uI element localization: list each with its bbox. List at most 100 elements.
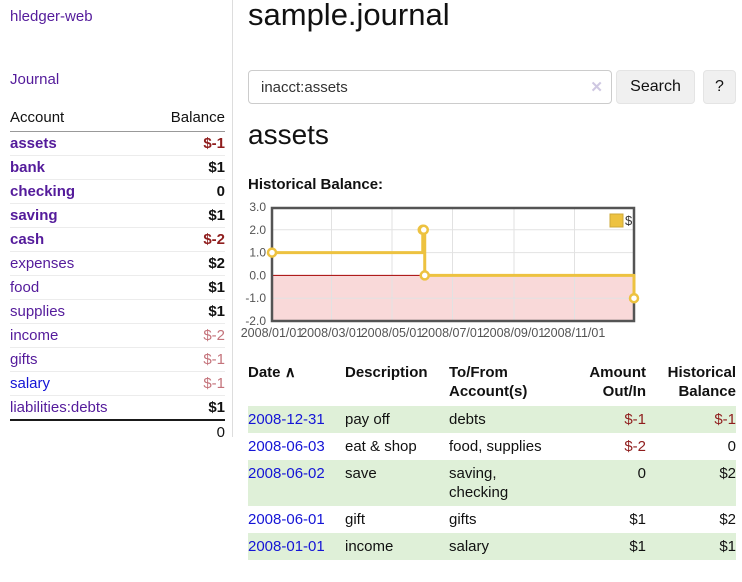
transaction-date-link[interactable]: 2008-01-01 — [248, 538, 325, 555]
transaction-accounts: gifts — [449, 511, 477, 528]
sidebar: hledger-web Journal Account Balance asse… — [0, 0, 233, 444]
transaction-amount: $-1 — [624, 411, 646, 428]
transaction-accounts: food, supplies — [449, 438, 542, 455]
transaction-description: pay off — [345, 411, 390, 428]
transaction-date-link[interactable]: 2008-12-31 — [248, 411, 325, 428]
transaction-balance: $1 — [719, 538, 736, 555]
account-link-food[interactable]: food — [10, 279, 40, 296]
accounts-header-account: Account — [10, 106, 149, 132]
account-link-bank[interactable]: bank — [10, 159, 46, 176]
account-link-income[interactable]: income — [10, 327, 59, 344]
register-header-description: Description — [345, 364, 428, 381]
transaction-amount: 0 — [637, 465, 646, 482]
account-row: supplies $1 — [10, 299, 225, 324]
svg-text:2008/07/01: 2008/07/01 — [421, 326, 484, 340]
account-balance: $1 — [148, 203, 225, 228]
svg-text:2008/05/01: 2008/05/01 — [361, 326, 424, 340]
sort-ascending-icon: ∧ — [284, 364, 296, 381]
account-name-cell: assets — [10, 132, 148, 156]
register-header-date-label: Date — [248, 364, 281, 381]
account-name-cell: bank — [10, 155, 149, 180]
register-header-date[interactable]: Date ∧ — [248, 361, 345, 406]
transaction-balance: $-1 — [714, 411, 736, 428]
account-link-liabilities-debts[interactable]: liabilities:debts — [10, 399, 108, 416]
transaction-description: save — [345, 465, 377, 482]
account-balance: $2 — [148, 251, 225, 276]
transaction-date-link[interactable]: 2008-06-02 — [248, 465, 325, 482]
register-table-body: 2008-12-31 pay off debts $-1 $-1 2008-06-03 ea… — [248, 406, 736, 560]
brand-link[interactable]: hledger-web — [10, 8, 93, 25]
svg-text:$: $ — [625, 213, 633, 228]
search-box: ✕ — [248, 70, 612, 104]
transaction-description: eat & shop — [345, 438, 417, 455]
account-link-supplies[interactable]: supplies — [10, 303, 66, 320]
transaction-date-link[interactable]: 2008-06-01 — [248, 511, 325, 528]
account-link-cash[interactable]: cash — [10, 231, 45, 248]
transaction-balance: $2 — [719, 511, 736, 528]
account-row: salary $-1 — [10, 371, 225, 396]
svg-text:1.0: 1.0 — [249, 246, 266, 260]
accounts-table-body: assets $-1 bank $1 checking 0 saving $1 cash $-2 e… — [10, 132, 225, 420]
account-row: expenses $2 — [10, 251, 225, 276]
chart-title: Historical Balance: — [248, 176, 384, 193]
transaction-date-cell: 2008-06-01 — [248, 506, 345, 533]
account-link-saving[interactable]: saving — [10, 207, 58, 224]
transaction-date-link[interactable]: 2008-06-03 — [248, 438, 325, 455]
account-link-salary[interactable]: salary — [10, 375, 51, 392]
account-row: food $1 — [10, 275, 225, 300]
transaction-date-cell: 2008-12-31 — [248, 406, 345, 433]
transaction-description: income — [345, 538, 394, 555]
account-link-expenses[interactable]: expenses — [10, 255, 75, 272]
account-balance: $-1 — [148, 371, 225, 396]
account-balance: $1 — [148, 155, 225, 180]
search-button[interactable]: Search — [616, 70, 695, 104]
account-balance: 0 — [148, 179, 225, 204]
account-balance: $-2 — [148, 227, 225, 252]
transaction-row: 2008-06-02 save saving, checking 0 $2 — [248, 460, 736, 506]
svg-text:3.0: 3.0 — [249, 200, 266, 214]
clear-search-icon[interactable]: ✕ — [590, 79, 603, 96]
account-balance: $-2 — [148, 323, 225, 348]
transaction-date-cell: 2008-06-03 — [248, 433, 345, 460]
account-row: liabilities:debts $1 — [10, 395, 225, 420]
account-name-cell: gifts — [10, 347, 149, 372]
svg-text:2008/03/01: 2008/03/01 — [300, 326, 363, 340]
transaction-row: 2008-06-01 gift gifts $1 $2 — [248, 506, 736, 533]
svg-text:0.0: 0.0 — [249, 268, 266, 282]
account-link-checking[interactable]: checking — [10, 183, 76, 200]
search-input[interactable] — [248, 70, 612, 104]
transaction-description: gift — [345, 511, 366, 528]
register-header-row: Date ∧ Description To/From Account(s) Am… — [248, 361, 736, 406]
help-button[interactable]: ? — [703, 70, 736, 104]
transaction-accounts: salary — [449, 538, 490, 555]
transaction-amount: $1 — [629, 538, 646, 555]
account-row: assets $-1 — [10, 132, 225, 156]
accounts-table-header: Account Balance — [10, 106, 225, 132]
account-row: income $-2 — [10, 323, 225, 348]
search-form: ✕ Search ? — [248, 70, 736, 104]
account-name-cell: checking — [10, 179, 149, 204]
sidebar-item-journal[interactable]: Journal — [10, 71, 60, 88]
register-header-accounts: To/From Account(s) — [449, 364, 528, 400]
account-name-cell: liabilities:debts — [10, 395, 149, 420]
account-name-cell: saving — [10, 203, 149, 228]
transaction-balance: 0 — [727, 438, 736, 455]
transaction-amount: $1 — [629, 511, 646, 528]
account-name-cell: expenses — [10, 251, 149, 276]
account-row: checking 0 — [10, 179, 225, 204]
account-row: gifts $-1 — [10, 347, 225, 372]
account-heading: assets — [248, 119, 329, 150]
svg-text:-1.0: -1.0 — [245, 291, 266, 305]
svg-text:2008/01/01: 2008/01/01 — [241, 326, 304, 340]
account-balance: $1 — [148, 395, 225, 420]
account-link-gifts[interactable]: gifts — [10, 351, 38, 368]
transaction-row: 2008-12-31 pay off debts $-1 $-1 — [248, 406, 736, 433]
account-balance: $1 — [148, 275, 225, 300]
account-name-cell: cash — [10, 227, 149, 252]
register-table: Date ∧ Description To/From Account(s) Am… — [248, 361, 736, 560]
account-name-cell: income — [10, 323, 149, 348]
account-balance: $-1 — [148, 347, 225, 372]
account-link-assets[interactable]: assets — [10, 135, 57, 152]
transaction-row: 2008-06-03 eat & shop food, supplies $-2 0 — [248, 433, 736, 460]
svg-text:2008/11/01: 2008/11/01 — [544, 326, 606, 340]
